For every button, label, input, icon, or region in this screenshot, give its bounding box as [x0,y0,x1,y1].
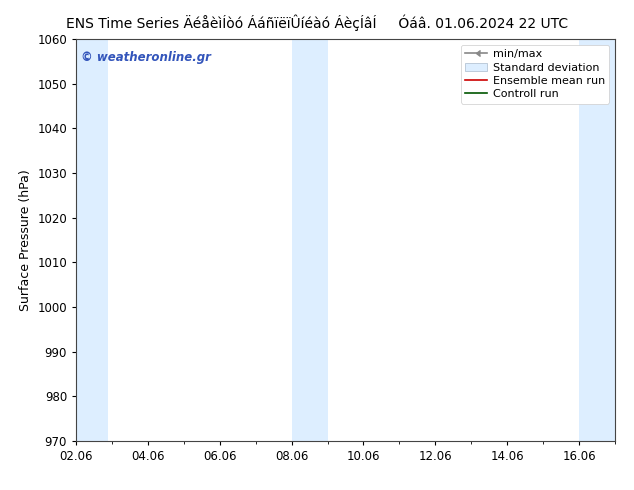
Text: ENS Time Series ÄéåèìÍòó ÁáñïëïÛíéàó ÁèçÍâÍ     Óáâ. 01.06.2024 22 UTC: ENS Time Series ÄéåèìÍòó ÁáñïëïÛíéàó Áèç… [66,15,568,31]
Bar [579,39,615,441]
Text: © weatheronline.gr: © weatheronline.gr [81,51,211,64]
Bar [76,39,108,441]
Bar [292,39,328,441]
Y-axis label: Surface Pressure (hPa): Surface Pressure (hPa) [19,169,32,311]
Legend: min/max, Standard deviation, Ensemble mean run, Controll run: min/max, Standard deviation, Ensemble me… [460,45,609,104]
